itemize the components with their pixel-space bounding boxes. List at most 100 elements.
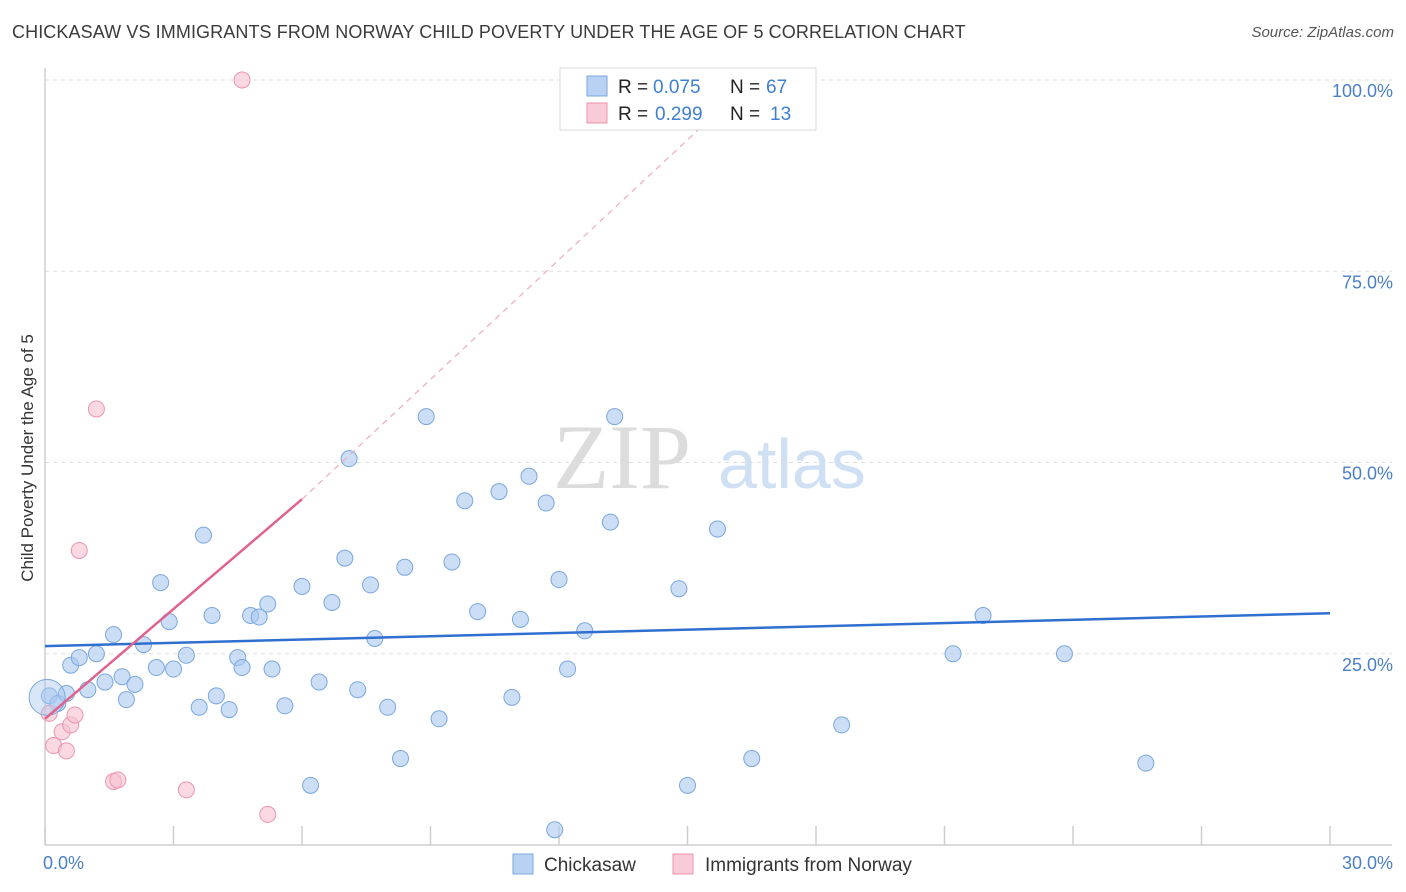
- y-tick-labels: 25.0% 50.0% 75.0% 100.0%: [1332, 81, 1393, 675]
- point-chickasaw: [743, 750, 761, 768]
- point-chickasaw: [113, 668, 131, 686]
- legend-label-norway: Immigrants from Norway: [705, 855, 912, 876]
- point-norway: [87, 400, 105, 418]
- point-chickasaw: [190, 698, 208, 716]
- point-chickasaw: [606, 408, 624, 426]
- trend-extension-norway: [301, 79, 753, 500]
- point-chickasaw: [126, 675, 144, 693]
- point-chickasaw: [165, 660, 182, 678]
- stats-r-label-chickasaw: R =: [618, 77, 648, 98]
- point-chickasaw: [469, 603, 487, 621]
- legend-swatch-chickasaw: [512, 853, 534, 875]
- point-chickasaw: [1137, 754, 1155, 772]
- point-chickasaw: [520, 467, 538, 485]
- stats-swatch-chickasaw: [586, 75, 608, 97]
- point-chickasaw: [259, 595, 277, 613]
- stats-r-value-norway: 0.299: [655, 104, 703, 125]
- stats-n-value-norway: 13: [770, 104, 791, 125]
- point-chickasaw: [362, 576, 380, 594]
- point-chickasaw: [576, 622, 594, 640]
- y-tick-label: 25.0%: [1342, 655, 1393, 675]
- point-norway: [70, 541, 88, 559]
- point-chickasaw: [430, 710, 448, 728]
- point-chickasaw: [546, 821, 564, 839]
- point-chickasaw: [833, 716, 851, 734]
- point-chickasaw: [550, 571, 568, 589]
- point-chickasaw: [207, 687, 225, 705]
- point-chickasaw: [310, 673, 328, 691]
- watermark-zip: ZIP: [553, 406, 691, 508]
- legend-label-chickasaw: Chickasaw: [544, 855, 636, 876]
- grid-lines: [45, 79, 1392, 655]
- point-chickasaw: [203, 607, 221, 624]
- stats-r-value-chickasaw: 0.075: [653, 77, 701, 98]
- point-chickasaw: [105, 626, 123, 644]
- point-chickasaw: [117, 691, 135, 709]
- legend-swatch-norway: [672, 853, 694, 875]
- point-chickasaw: [392, 750, 410, 768]
- point-chickasaw: [79, 681, 97, 699]
- watermark-atlas: atlas: [718, 425, 866, 503]
- y-axis-label: Child Poverty Under the Age of 5: [18, 334, 37, 582]
- point-chickasaw: [974, 607, 992, 624]
- point-chickasaw: [503, 688, 521, 706]
- point-chickasaw: [177, 646, 195, 664]
- point-norway: [177, 781, 195, 799]
- point-chickasaw: [379, 698, 397, 716]
- point-chickasaw: [220, 701, 238, 719]
- point-norway: [259, 805, 277, 823]
- point-chickasaw: [537, 494, 555, 512]
- point-chickasaw: [276, 697, 294, 715]
- point-chickasaw: [152, 574, 170, 592]
- point-chickasaw: [263, 660, 281, 678]
- point-chickasaw: [302, 776, 320, 794]
- point-chickasaw: [340, 450, 358, 468]
- x-tick-label-max: 30.0%: [1342, 853, 1393, 873]
- stats-swatch-norway: [586, 102, 608, 124]
- point-chickasaw: [250, 608, 268, 626]
- stats-legend: R = 0.075 N = 67 R = 0.299 N = 13: [559, 67, 817, 131]
- trend-line-chickasaw: [44, 611, 1331, 648]
- chart-title: CHICKASAW VS IMMIGRANTS FROM NORWAY CHIL…: [12, 22, 966, 42]
- point-chickasaw: [443, 553, 461, 571]
- stats-n-label-norway: N =: [730, 104, 760, 125]
- point-chickasaw: [323, 593, 341, 611]
- point-chickasaw: [70, 649, 88, 667]
- point-chickasaw: [349, 681, 367, 699]
- watermark: ZIP atlas: [553, 406, 866, 508]
- x-tick-label-min: 0.0%: [43, 853, 84, 873]
- point-chickasaw: [511, 610, 529, 628]
- stats-r-label-norway: R =: [618, 104, 648, 125]
- point-chickasaw: [147, 659, 165, 677]
- x-tick-labels: 0.0% 30.0%: [43, 853, 1393, 873]
- point-chickasaw: [336, 549, 354, 567]
- stats-n-label-chickasaw: N =: [730, 77, 760, 98]
- point-chickasaw: [417, 408, 435, 426]
- trend-lines: [44, 79, 1331, 720]
- y-tick-label: 75.0%: [1342, 272, 1393, 292]
- chart-source: Source: ZipAtlas.com: [1251, 24, 1394, 41]
- y-tick-label: 100.0%: [1332, 81, 1393, 101]
- point-chickasaw: [293, 577, 311, 595]
- series-legend: Chickasaw Immigrants from Norway: [512, 853, 912, 876]
- point-chickasaw: [1055, 645, 1073, 663]
- point-chickasaw: [233, 659, 251, 677]
- point-norway: [57, 742, 75, 760]
- point-chickasaw: [456, 492, 474, 510]
- point-chickasaw: [396, 558, 414, 576]
- point-chickasaw: [601, 513, 619, 531]
- point-chickasaw: [490, 483, 508, 501]
- point-chickasaw: [944, 645, 962, 663]
- point-norway: [233, 71, 251, 89]
- point-chickasaw: [679, 776, 696, 794]
- point-chickasaw: [670, 580, 688, 598]
- y-tick-label: 50.0%: [1342, 464, 1393, 484]
- point-chickasaw: [28, 678, 66, 716]
- point-chickasaw: [194, 526, 212, 544]
- point-chickasaw: [96, 673, 114, 691]
- trend-line-norway: [44, 498, 303, 720]
- point-norway: [109, 771, 127, 789]
- point-chickasaw: [559, 660, 577, 678]
- point-norway: [66, 706, 84, 724]
